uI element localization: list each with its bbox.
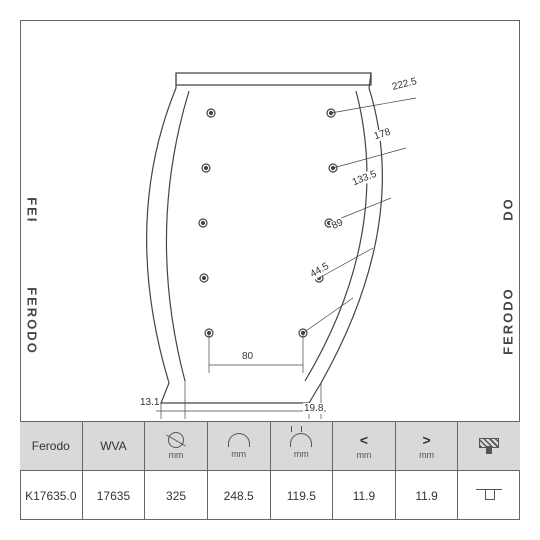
unit-mm: mm xyxy=(294,449,309,459)
brand-column-left-2: FERODO xyxy=(23,221,41,421)
bracket-icon xyxy=(476,489,502,503)
header-diameter: mm xyxy=(145,422,208,471)
unit-mm: mm xyxy=(419,450,434,460)
header-height: mm xyxy=(271,422,334,471)
header-arc: mm xyxy=(208,422,271,471)
height-icon xyxy=(290,433,312,447)
greater-than-icon: > xyxy=(422,432,430,448)
brand-text: FERODO xyxy=(25,287,40,355)
header-max: > mm xyxy=(396,422,459,471)
header-rivet xyxy=(458,422,520,471)
unit-mm: mm xyxy=(169,450,184,460)
dim-bottom-a: 13.1 xyxy=(139,397,160,408)
header-wva: WVA xyxy=(83,422,146,471)
table-header-row: Ferodo WVA mm mm mm < mm > mm xyxy=(20,422,520,471)
arc-icon xyxy=(228,433,250,447)
header-min: < mm xyxy=(333,422,396,471)
table-data-row: K17635.0 17635 325 248.5 119.5 11.9 11.9 xyxy=(20,471,520,520)
spec-table: Ferodo WVA mm mm mm < mm > mm K17635.0 1… xyxy=(20,421,520,520)
value-height: 119.5 xyxy=(271,471,334,520)
unit-mm: mm xyxy=(356,450,371,460)
dim-bottom-b: 80 xyxy=(241,351,254,362)
value-diameter: 325 xyxy=(145,471,208,520)
value-min: 11.9 xyxy=(333,471,396,520)
value-arc: 248.5 xyxy=(208,471,271,520)
value-rivet xyxy=(458,471,520,520)
diameter-icon xyxy=(168,432,184,448)
rivet-icon xyxy=(479,438,499,454)
value-max: 11.9 xyxy=(396,471,459,520)
value-wva: 17635 xyxy=(83,471,146,520)
unit-mm: mm xyxy=(231,449,246,459)
less-than-icon: < xyxy=(360,432,368,448)
value-ferodo: K17635.0 xyxy=(20,471,83,520)
dim-bottom-c: 19.8 xyxy=(303,403,324,414)
technical-drawing xyxy=(61,43,521,421)
header-ferodo: Ferodo xyxy=(20,422,83,471)
